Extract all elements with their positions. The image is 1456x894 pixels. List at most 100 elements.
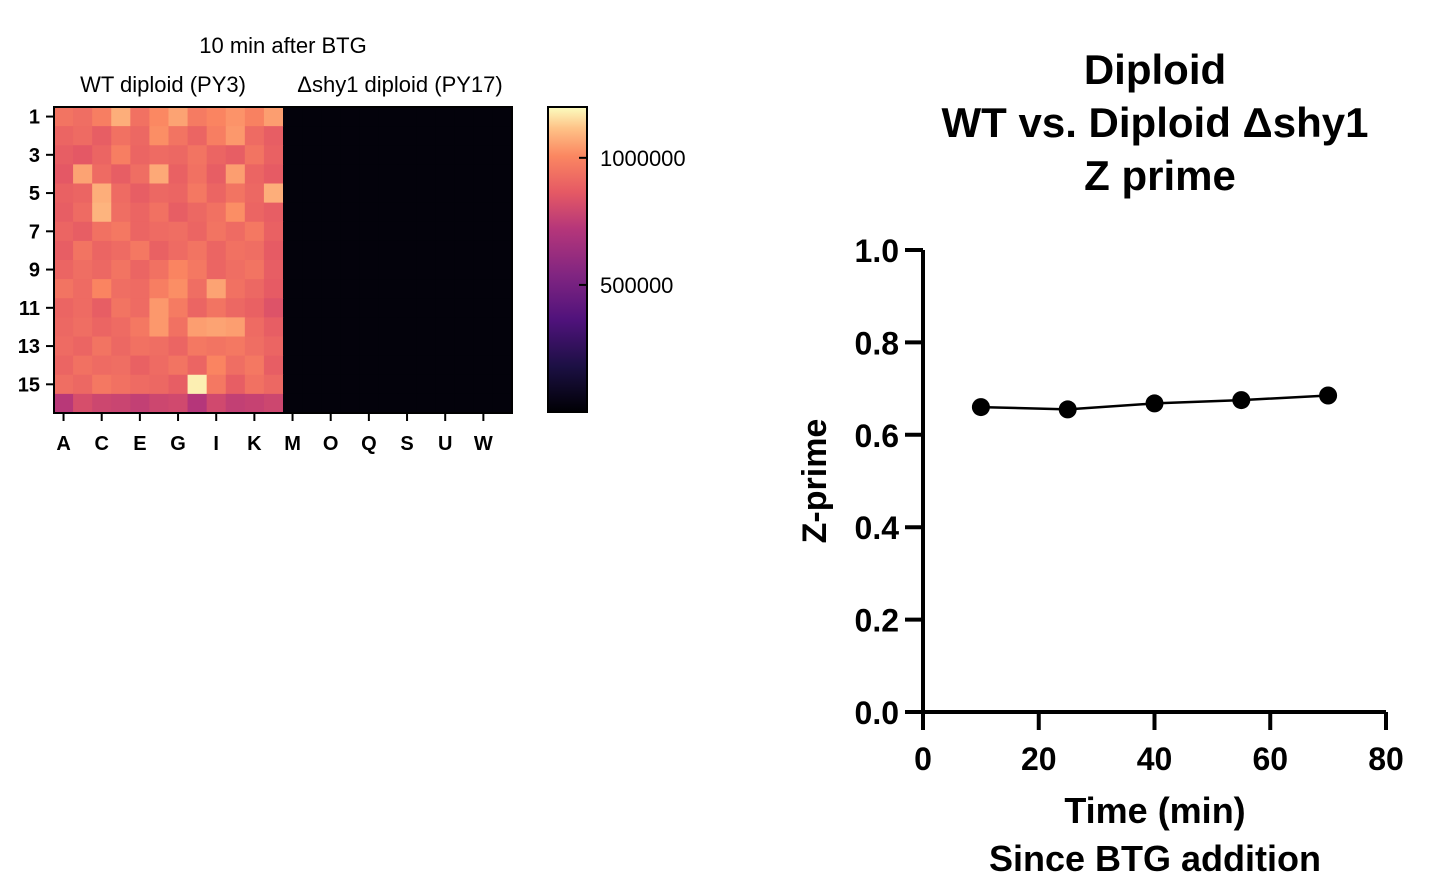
heatmap-frame [53,106,513,414]
heatmap-cell [54,260,74,280]
heatmap-cell [473,221,494,242]
heatmap-col-tick-label: O [323,433,339,455]
heatmap-cell [435,260,456,280]
heatmap-cell [359,107,380,127]
heatmap-cell [302,374,322,395]
heatmap-cell [492,126,513,146]
heatmap-cell [111,393,131,414]
heatmap-cell [111,240,131,261]
heatmap-cell [454,164,475,185]
heatmap-cell [397,107,418,127]
heatmap-cell [302,298,322,318]
heatmap-cell [378,145,399,165]
line-title-line-2: WT vs. Diploid Δshy1 [942,99,1369,146]
heatmap-cell [435,221,456,242]
heatmap-cell [378,336,399,357]
heatmap-cell [111,317,131,338]
heatmap-row-tick-label: 13 [18,336,40,358]
heatmap-cell [73,202,93,223]
heatmap-cell [149,202,170,223]
heatmap-cell [416,336,437,357]
y-tick-label: 0.2 [855,603,899,639]
heatmap-cell [378,393,399,414]
line-title-line-3: Z prime [1084,152,1236,199]
heatmap-cell [187,145,208,165]
colorbar-tick-label: 500000 [600,273,673,298]
heatmap-cell [283,336,303,357]
heatmap-cell [378,183,399,204]
heatmap-cell [359,164,380,185]
heatmap-cell [302,164,322,185]
heatmap-cell [492,240,513,261]
heatmap-cell [73,336,93,357]
heatmap-cell [73,221,93,242]
colorbar [547,106,588,413]
heatmap-cell [54,279,74,299]
heatmap-col-tick-label: S [400,433,413,455]
heatmap-cell [111,183,131,204]
heatmap-cell [454,202,475,223]
heatmap-cell [454,183,475,204]
heatmap-cell [435,374,456,395]
y-tick-label: 0.4 [855,510,900,546]
heatmap-cell [397,355,418,376]
heatmap-cell [187,126,208,146]
heatmap-cell [416,279,437,299]
heatmap-cell [206,202,227,223]
heatmap-cell [206,298,227,318]
heatmap-cell [92,183,112,204]
heatmap-cell [435,202,456,223]
heatmap-cell [283,355,303,376]
heatmap-cell [149,260,170,280]
heatmap-cell [416,393,437,414]
heatmap-cell [187,202,208,223]
heatmap-cell [168,183,189,204]
heatmap-cell [168,145,189,165]
heatmap-cell [378,202,399,223]
heatmap-cell [473,355,494,376]
data-point [1058,400,1077,419]
heatmap-cell [92,336,112,357]
heatmap-cell [244,298,265,318]
heatmap-cell [187,260,208,280]
heatmap-cell [492,298,513,318]
data-point [971,398,990,417]
heatmap-cell [130,183,151,204]
heatmap-cell [416,317,437,338]
heatmap-cell [92,374,112,395]
heatmap-cell [187,107,208,127]
heatmap-col-tick-label: G [170,433,186,455]
heatmap-cell [263,355,284,376]
heatmap-cell [340,317,360,338]
heatmap-cell [130,202,151,223]
heatmap-cell [149,393,170,414]
heatmap-cell [283,107,303,127]
heatmap-cell [244,393,265,414]
heatmap-cell [111,374,131,395]
heatmap-cell [492,279,513,299]
heatmap-cell [378,126,399,146]
heatmap-cell [359,336,380,357]
heatmap-cell [473,393,494,414]
heatmap-cell [435,279,456,299]
heatmap-cell [416,164,437,185]
heatmap-cell [473,145,494,165]
heatmap-cell [473,317,494,338]
heatmap-cell [492,164,513,185]
heatmap-cell [73,145,93,165]
heatmap-cell [435,298,456,318]
heatmap-cell [111,260,131,280]
heatmap-cell [454,260,475,280]
heatmap-col-tick-label: C [94,433,108,455]
heatmap-cell [378,355,399,376]
heatmap-cell [225,126,246,146]
heatmap-cell [130,298,151,318]
heatmap-cell [168,202,189,223]
heatmap-cell [168,355,189,376]
heatmap-row-tick-label: 7 [29,221,40,243]
heatmap-cell [302,107,322,127]
heatmap-cell [263,393,284,414]
heatmap-cell [130,126,151,146]
heatmap-cell [302,393,322,414]
